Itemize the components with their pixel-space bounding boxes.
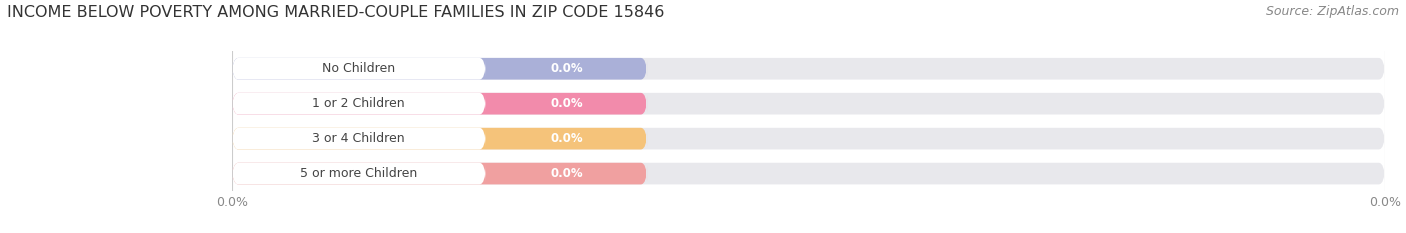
FancyBboxPatch shape [232,163,647,185]
Text: 3 or 4 Children: 3 or 4 Children [312,132,405,145]
FancyBboxPatch shape [232,128,1385,150]
FancyBboxPatch shape [232,58,647,80]
FancyBboxPatch shape [232,128,647,150]
Text: 0.0%: 0.0% [550,132,582,145]
Text: Source: ZipAtlas.com: Source: ZipAtlas.com [1265,5,1399,18]
FancyBboxPatch shape [232,93,485,114]
FancyBboxPatch shape [232,93,1385,114]
Text: 1 or 2 Children: 1 or 2 Children [312,97,405,110]
FancyBboxPatch shape [232,163,1385,185]
FancyBboxPatch shape [232,163,485,185]
FancyBboxPatch shape [232,128,485,150]
Text: 0.0%: 0.0% [550,97,582,110]
Text: INCOME BELOW POVERTY AMONG MARRIED-COUPLE FAMILIES IN ZIP CODE 15846: INCOME BELOW POVERTY AMONG MARRIED-COUPL… [7,5,665,20]
FancyBboxPatch shape [232,58,485,80]
Text: 0.0%: 0.0% [550,167,582,180]
Text: 5 or more Children: 5 or more Children [301,167,418,180]
Text: No Children: No Children [322,62,395,75]
FancyBboxPatch shape [232,58,1385,80]
Text: 0.0%: 0.0% [550,62,582,75]
FancyBboxPatch shape [232,93,647,114]
